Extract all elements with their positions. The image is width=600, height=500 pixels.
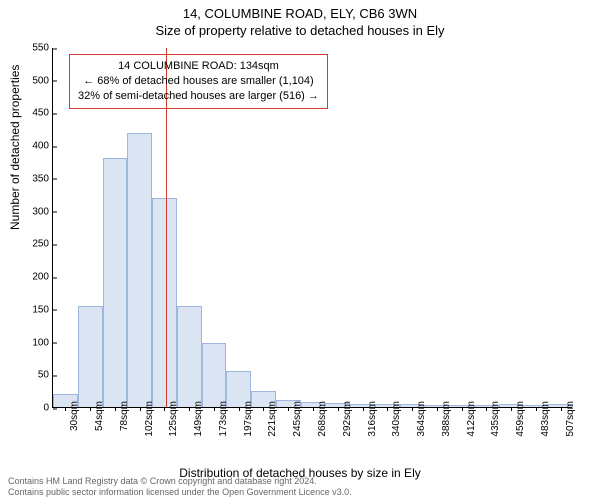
footer-line-1: Contains HM Land Registry data © Crown c… — [8, 476, 352, 487]
legend-line: 14 COLUMBINE ROAD: 134sqm — [78, 59, 319, 74]
legend-line: ← 68% of detached houses are smaller (1,… — [78, 74, 319, 89]
y-tick: 400 — [17, 141, 49, 152]
chart-area: 05010015020025030035040045050055030sqm54… — [52, 48, 572, 408]
footer-line-2: Contains public sector information licen… — [8, 487, 352, 498]
y-tick: 0 — [17, 403, 49, 414]
plot-region: 05010015020025030035040045050055030sqm54… — [52, 48, 572, 408]
histogram-bar — [177, 306, 202, 407]
y-tick: 300 — [17, 206, 49, 217]
histogram-bar — [103, 158, 128, 407]
y-tick: 100 — [17, 337, 49, 348]
title-subtitle: Size of property relative to detached ho… — [0, 23, 600, 38]
histogram-bar — [127, 133, 152, 407]
y-tick: 250 — [17, 239, 49, 250]
legend-line: 32% of semi-detached houses are larger (… — [78, 89, 319, 104]
y-tick: 350 — [17, 173, 49, 184]
histogram-bar — [152, 198, 177, 407]
footer-attribution: Contains HM Land Registry data © Crown c… — [8, 476, 352, 499]
y-tick: 500 — [17, 75, 49, 86]
y-tick: 150 — [17, 304, 49, 315]
legend-box: 14 COLUMBINE ROAD: 134sqm← 68% of detach… — [69, 54, 328, 109]
y-tick: 450 — [17, 108, 49, 119]
histogram-bar — [202, 343, 227, 407]
title-address: 14, COLUMBINE ROAD, ELY, CB6 3WN — [0, 6, 600, 21]
x-tick: 507sqm — [565, 401, 576, 437]
histogram-bar — [78, 306, 103, 407]
y-tick: 200 — [17, 272, 49, 283]
y-tick: 50 — [17, 370, 49, 381]
y-tick: 550 — [17, 43, 49, 54]
